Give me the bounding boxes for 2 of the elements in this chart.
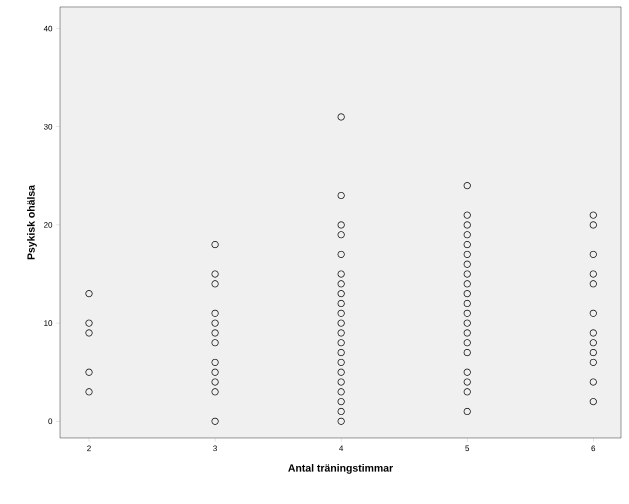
x-axis-title: Antal träningstimmar: [288, 464, 393, 474]
y-axis-title: Psykisk ohälsa: [27, 184, 37, 260]
